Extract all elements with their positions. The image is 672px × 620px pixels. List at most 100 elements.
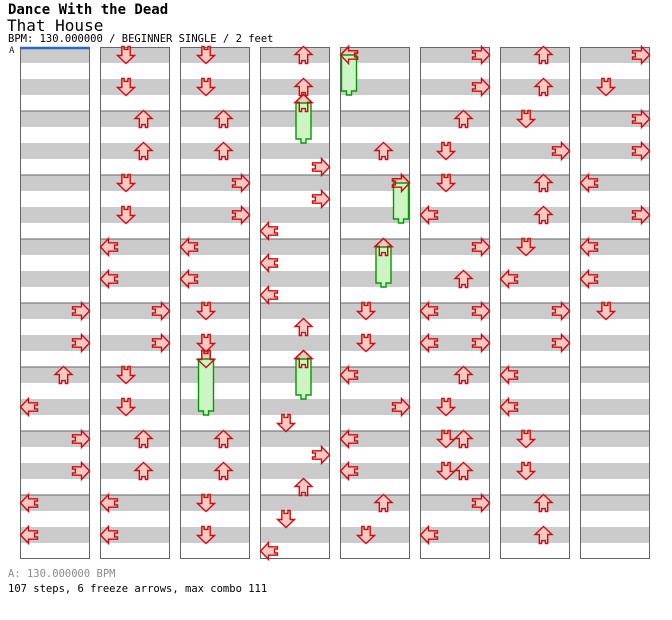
note-arrow-r (311, 188, 331, 210)
note-arrow-d (355, 525, 377, 545)
note-arrow-l (339, 428, 359, 450)
note-arrow-r (151, 332, 171, 354)
beat-stripe (20, 207, 90, 223)
note-arrow-u (533, 205, 554, 225)
note-arrow-d (435, 461, 457, 481)
beat-stripe (260, 367, 330, 383)
note-arrow-l (179, 236, 199, 258)
note-arrow-d (115, 205, 137, 225)
freeze-body (295, 358, 312, 400)
beat-stripe (260, 463, 330, 479)
beat-stripe (180, 399, 250, 415)
note-arrow-l (259, 540, 279, 562)
beat-stripe (260, 175, 330, 191)
song-title: That House (7, 16, 104, 35)
note-arrow-r (231, 204, 251, 226)
note-arrow-u (453, 365, 474, 385)
note-arrow-d (515, 461, 537, 481)
note-arrow-u (453, 269, 474, 289)
beat-stripe (260, 495, 330, 511)
beat-stripe (260, 303, 330, 319)
note-arrow-d (115, 173, 137, 193)
beat-stripe (260, 431, 330, 447)
note-arrow-u (453, 109, 474, 129)
measure-column-border (180, 47, 250, 559)
note-arrow-r (631, 204, 651, 226)
beat-stripe (260, 335, 330, 351)
note-arrow-l (499, 268, 519, 290)
note-arrow-d (195, 525, 217, 545)
note-arrow-d (355, 333, 377, 353)
note-arrow-r (311, 156, 331, 178)
note-arrow-d (595, 77, 617, 97)
note-arrow-u (533, 173, 554, 193)
note-arrow-d (515, 237, 537, 257)
note-arrow-d (275, 413, 297, 433)
beat-stripe (20, 239, 90, 255)
measure-column-border (500, 47, 570, 559)
note-arrow-l (99, 492, 119, 514)
note-arrow-l (419, 524, 439, 546)
note-arrow-l (339, 364, 359, 386)
beat-stripe (580, 495, 650, 511)
freeze-head-outline (195, 349, 217, 369)
note-arrow-u (293, 477, 314, 497)
note-arrow-l (99, 268, 119, 290)
note-arrow-d (435, 173, 457, 193)
freeze-body (295, 102, 312, 144)
note-arrow-d (515, 429, 537, 449)
note-arrow-d (355, 301, 377, 321)
beat-stripe (340, 271, 410, 287)
note-arrow-u (453, 429, 474, 449)
note-arrow-u (213, 429, 234, 449)
beat-stripe (580, 367, 650, 383)
note-arrow-l (19, 492, 39, 514)
note-arrow-u (133, 109, 154, 129)
note-arrow-r (551, 140, 571, 162)
note-arrow-r (471, 236, 491, 258)
note-arrow-u (293, 317, 314, 337)
measure-column-border (260, 47, 330, 559)
freeze-head-outline (293, 93, 314, 113)
freeze-head-outline (391, 172, 411, 194)
note-arrow-u (133, 429, 154, 449)
beat-stripe (20, 111, 90, 127)
note-arrow-u (213, 141, 234, 161)
note-arrow-l (19, 396, 39, 418)
note-arrow-d (115, 77, 137, 97)
note-arrow-r (471, 300, 491, 322)
freeze-head-outline (293, 349, 314, 369)
note-arrow-r (471, 44, 491, 66)
note-arrow-l (579, 236, 599, 258)
beat-stripe (260, 111, 330, 127)
note-arrow-r (71, 332, 91, 354)
note-arrow-l (259, 284, 279, 306)
beat-stripe (580, 335, 650, 351)
note-arrow-r (551, 300, 571, 322)
note-arrow-d (115, 45, 137, 65)
note-arrow-l (579, 172, 599, 194)
note-arrow-d (115, 365, 137, 385)
note-arrow-d (195, 301, 217, 321)
note-arrow-l (179, 268, 199, 290)
note-arrow-r (631, 140, 651, 162)
note-arrow-l (259, 252, 279, 274)
note-arrow-d (435, 429, 457, 449)
note-arrow-u (53, 365, 74, 385)
note-arrow-d (275, 509, 297, 529)
note-arrow-l (339, 460, 359, 482)
beat-stripe (20, 175, 90, 191)
beat-stripe (340, 207, 410, 223)
freeze-body (392, 182, 410, 224)
beat-stripe (260, 271, 330, 287)
note-arrow-d (435, 397, 457, 417)
note-arrow-r (71, 460, 91, 482)
note-arrow-d (115, 397, 137, 417)
note-arrow-u (533, 525, 554, 545)
note-arrow-d (595, 301, 617, 321)
note-arrow-u (453, 461, 474, 481)
note-arrow-l (99, 236, 119, 258)
note-arrow-l (99, 524, 119, 546)
